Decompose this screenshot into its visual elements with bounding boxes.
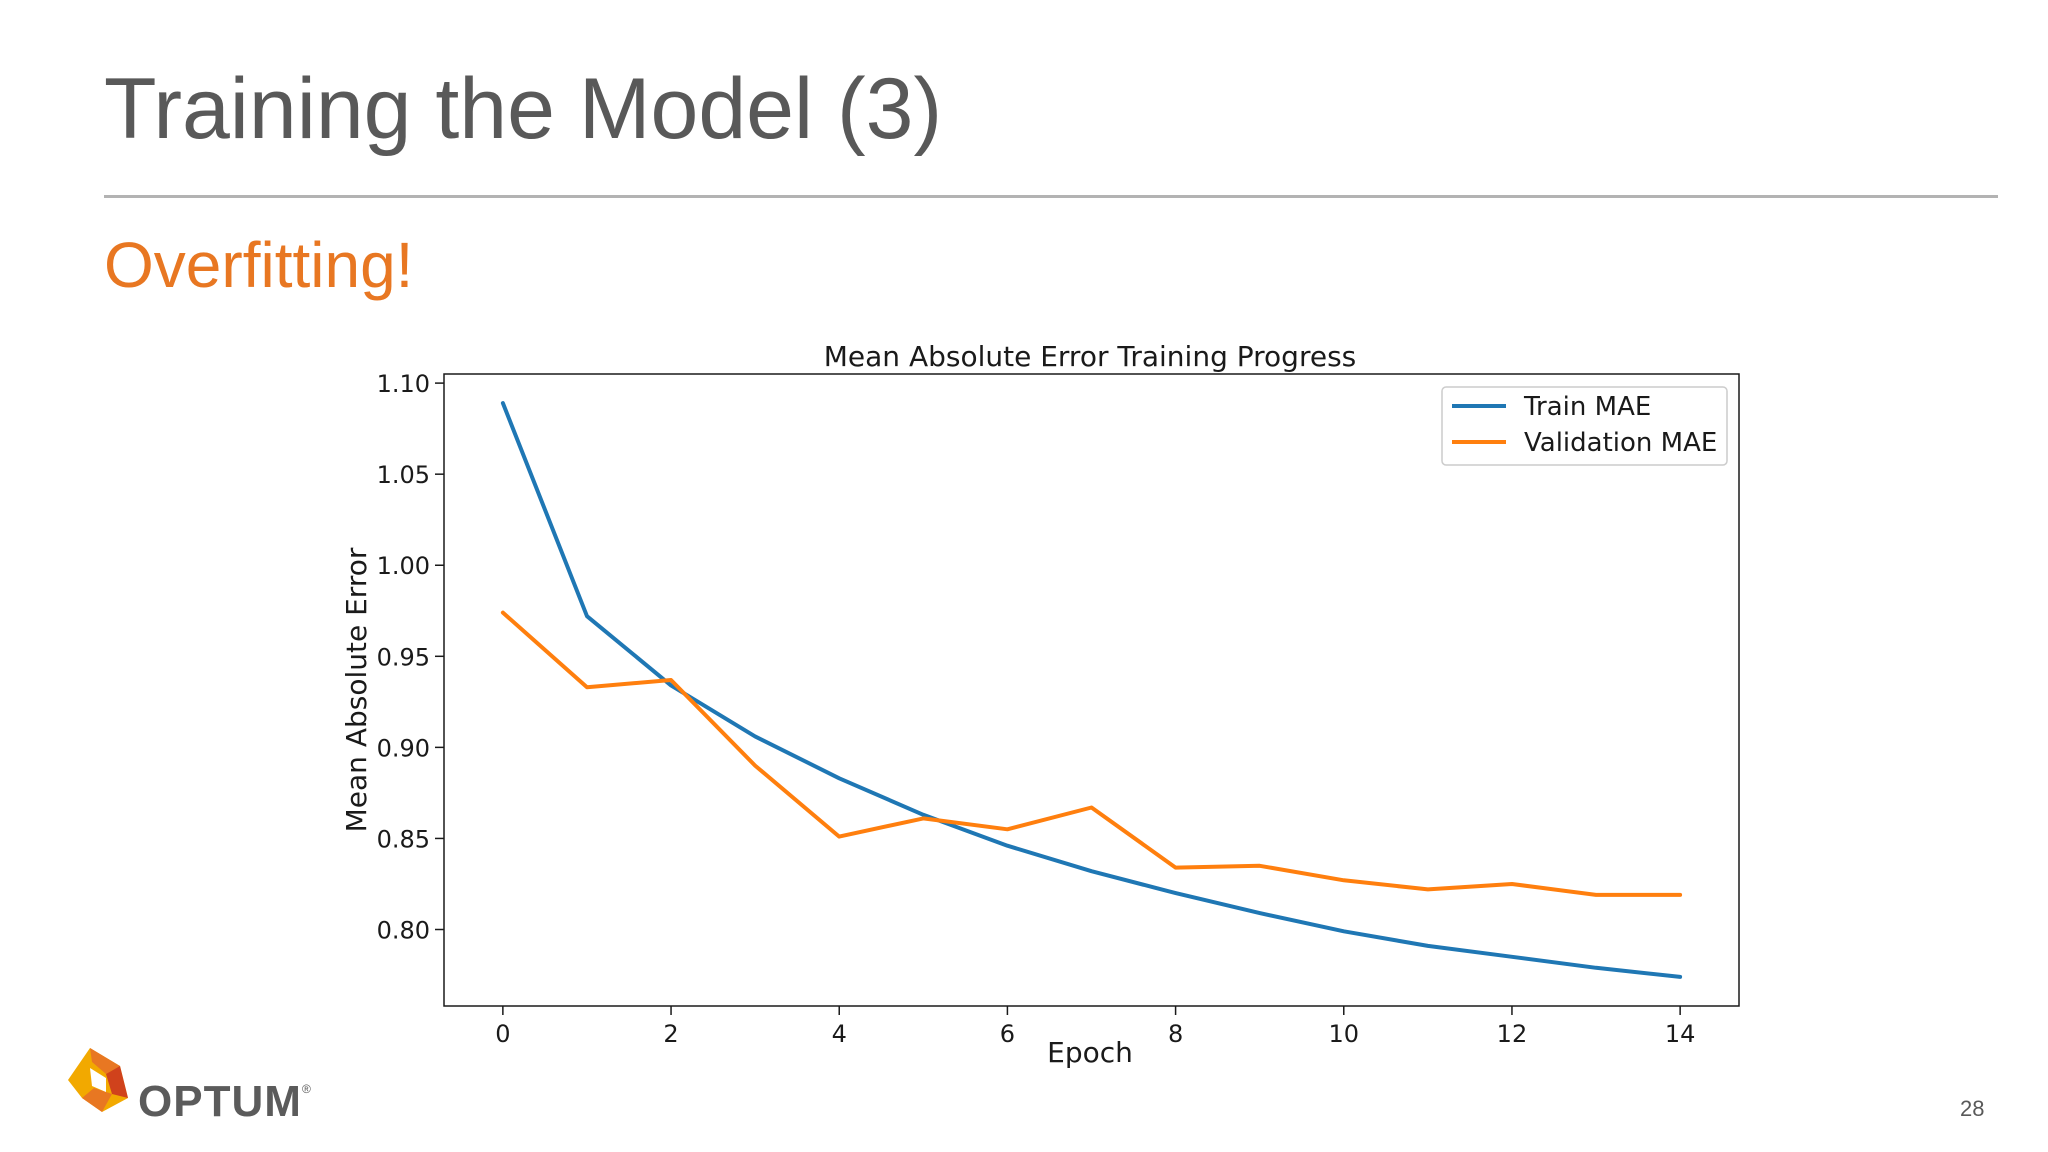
y-tick-label: 1.10 bbox=[377, 370, 430, 398]
y-tick-label: 0.95 bbox=[377, 643, 430, 671]
y-axis: 0.80 0.85 0.90 0.95 1.00 1.05 1.10 bbox=[377, 370, 444, 945]
chart-legend: Train MAE Validation MAE bbox=[1441, 386, 1728, 466]
x-tick-label: 12 bbox=[1497, 1020, 1528, 1048]
x-tick-label: 8 bbox=[1168, 1020, 1183, 1048]
y-tick-label: 0.90 bbox=[377, 734, 430, 762]
logo-wordmark: OPTUM bbox=[138, 1077, 302, 1126]
x-axis-label: Epoch bbox=[1047, 1036, 1133, 1069]
legend-box bbox=[1441, 386, 1728, 466]
x-tick-label: 4 bbox=[832, 1020, 847, 1048]
x-tick-label: 2 bbox=[663, 1020, 678, 1048]
optum-logo-icon bbox=[68, 1048, 128, 1112]
x-tick-label: 10 bbox=[1328, 1020, 1359, 1048]
x-tick-label: 6 bbox=[1000, 1020, 1015, 1048]
series-layer bbox=[500, 401, 1683, 979]
series-line-validation-mae bbox=[500, 610, 1683, 897]
x-axis: 0 2 4 6 8 10 12 14 bbox=[495, 1006, 1695, 1048]
x-tick-label: 14 bbox=[1665, 1020, 1696, 1048]
y-tick-label: 0.85 bbox=[377, 825, 430, 853]
x-tick-label: 0 bbox=[495, 1020, 510, 1048]
title-divider bbox=[104, 195, 1998, 198]
slide-subtitle: Overfitting! bbox=[104, 229, 414, 301]
y-tick-label: 1.05 bbox=[377, 461, 430, 489]
y-tick-label: 1.00 bbox=[377, 552, 430, 580]
chart-title: Mean Absolute Error Training Progress bbox=[824, 340, 1357, 373]
y-tick-label: 0.80 bbox=[377, 917, 430, 945]
plot-frame bbox=[443, 373, 1740, 1007]
slide-title: Training the Model (3) bbox=[104, 61, 943, 157]
logo-registered-mark: ® bbox=[302, 1082, 311, 1096]
page-number: 28 bbox=[1960, 1096, 1985, 1121]
series-line-train-mae bbox=[500, 401, 1683, 979]
legend-label-train: Train MAE bbox=[1523, 392, 1651, 422]
y-axis-label: Mean Absolute Error bbox=[340, 547, 373, 832]
legend-label-validation: Validation MAE bbox=[1524, 428, 1717, 458]
